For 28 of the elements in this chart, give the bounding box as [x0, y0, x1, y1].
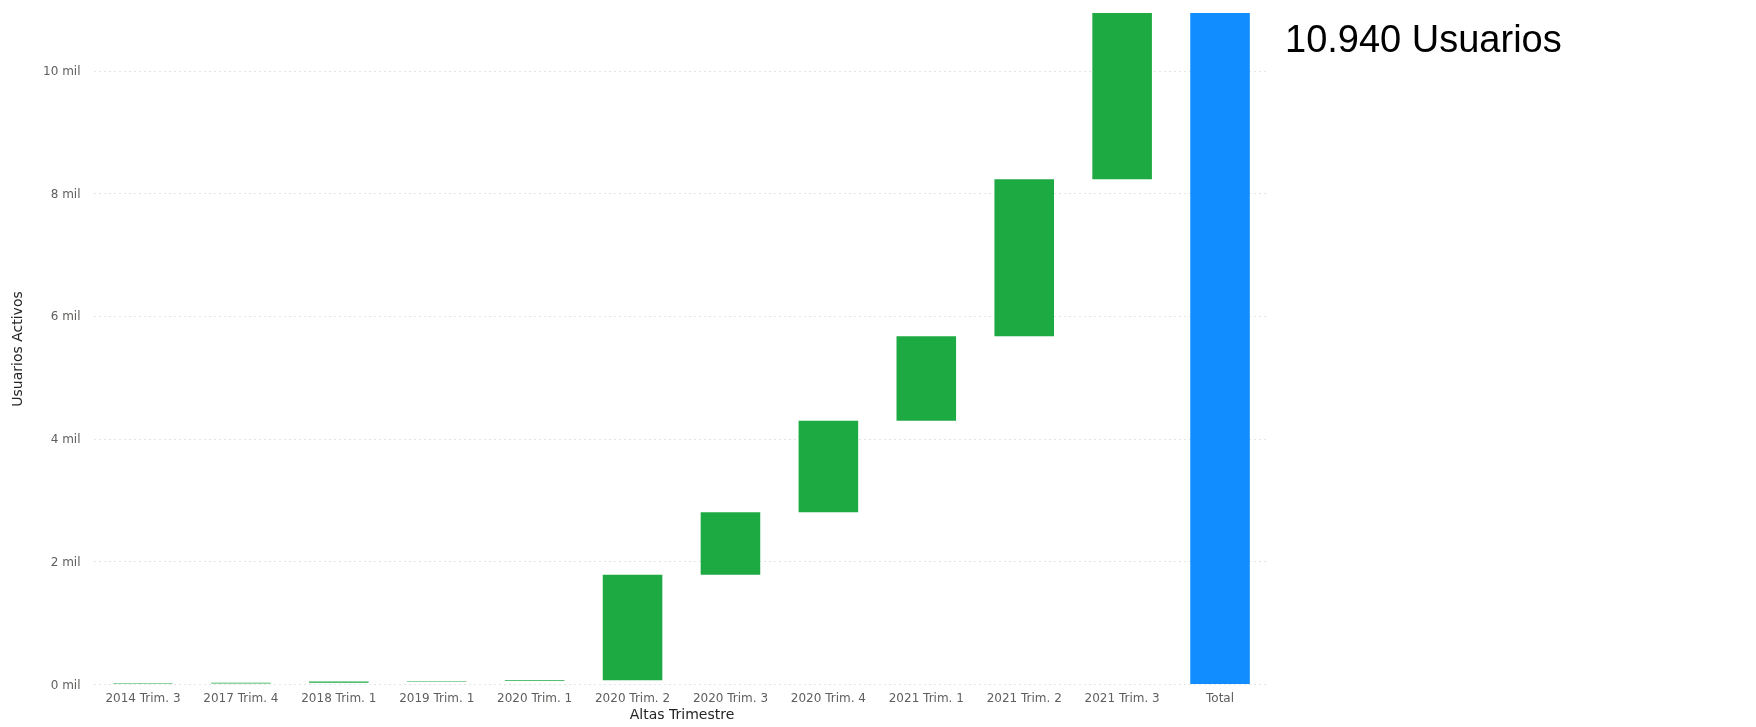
x-tick-label: 2018 Trim. 1	[301, 690, 377, 705]
x-tick-label: 2021 Trim. 2	[986, 690, 1062, 705]
bar	[602, 574, 663, 681]
y-tick-label: 10 mil	[43, 64, 81, 79]
bar	[994, 179, 1054, 337]
x-axis-title: Altas Trimestre	[629, 705, 735, 722]
bar	[1092, 13, 1152, 180]
bar	[798, 420, 859, 513]
bar	[1190, 13, 1250, 684]
y-tick-label: 4 mil	[50, 432, 81, 447]
x-tick-label: 2019 Trim. 1	[399, 690, 475, 705]
x-tick-label: 2014 Trim. 3	[105, 690, 181, 705]
y-axis-title: Usuarios Activos	[9, 291, 26, 407]
x-tick-label: 2017 Trim. 4	[203, 690, 279, 705]
y-tick-label: 0 mil	[50, 677, 81, 692]
x-tick-label: Total	[1205, 690, 1235, 705]
x-tick-label: 2021 Trim. 1	[888, 690, 964, 705]
x-tick-label: 2020 Trim. 3	[692, 690, 769, 705]
text: 10.940 Usuarios	[1285, 18, 1562, 61]
y-tick-label: 8 mil	[50, 186, 81, 201]
x-tick-label: 2020 Trim. 1	[497, 690, 573, 705]
bar	[896, 336, 957, 421]
x-tick-label: 2021 Trim. 3	[1084, 690, 1160, 705]
y-tick-label: 6 mil	[50, 309, 81, 324]
x-tick-label: 2020 Trim. 4	[790, 690, 866, 705]
y-tick-label: 2 mil	[50, 554, 81, 569]
bar	[700, 512, 761, 575]
x-tick-label: 2020 Trim. 2	[594, 690, 671, 705]
